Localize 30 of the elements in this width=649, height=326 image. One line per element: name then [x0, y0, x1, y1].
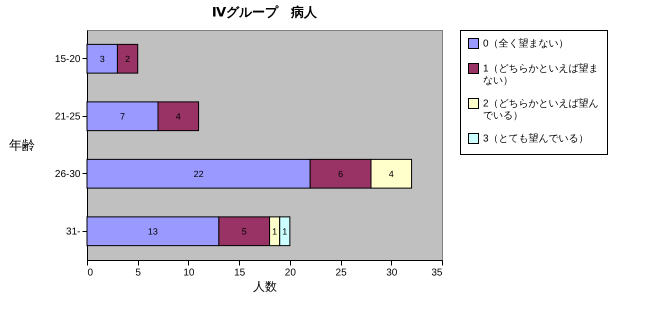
y-tick-label: 15-20 — [54, 54, 81, 65]
data-label: 6 — [338, 168, 344, 179]
data-label: 2 — [125, 54, 130, 64]
x-tick-label: 5 — [135, 268, 142, 278]
data-label: 13 — [148, 226, 158, 236]
y-tick-label: 21-25 — [54, 111, 81, 122]
data-label: 22 — [194, 168, 204, 179]
data-label: 5 — [242, 226, 247, 236]
x-tick-label: 0 — [88, 268, 94, 278]
data-label: 4 — [388, 168, 394, 179]
data-label: 7 — [120, 111, 126, 122]
data-label: 3 — [100, 54, 105, 64]
legend-label: 2（どちらかといえば望んでいる） — [483, 98, 599, 122]
legend-label: 1（どちらかといえば望まない） — [483, 62, 599, 86]
data-label: 1 — [272, 226, 278, 236]
data-label: 1 — [282, 226, 288, 236]
x-tick-label: 30 — [386, 268, 398, 278]
chart-title: Ⅳグループ 病人 — [212, 4, 318, 20]
y-tick-label: 26-30 — [54, 168, 81, 180]
y-tick-label: 31- — [66, 226, 80, 238]
legend-label: 3（とても望んでいる） — [483, 132, 589, 144]
legend-label: 0（全く望まない） — [483, 38, 569, 50]
x-tick-label: 10 — [183, 268, 195, 278]
x-tick-label: 20 — [284, 268, 296, 278]
y-axis-title: 年齢 — [8, 138, 35, 152]
x-tick-label: 15 — [234, 268, 246, 278]
x-tick-label: 25 — [336, 268, 348, 278]
data-label: 4 — [176, 111, 181, 122]
x-axis-title: 人数 — [253, 280, 277, 294]
x-tick-label: 35 — [431, 268, 443, 278]
